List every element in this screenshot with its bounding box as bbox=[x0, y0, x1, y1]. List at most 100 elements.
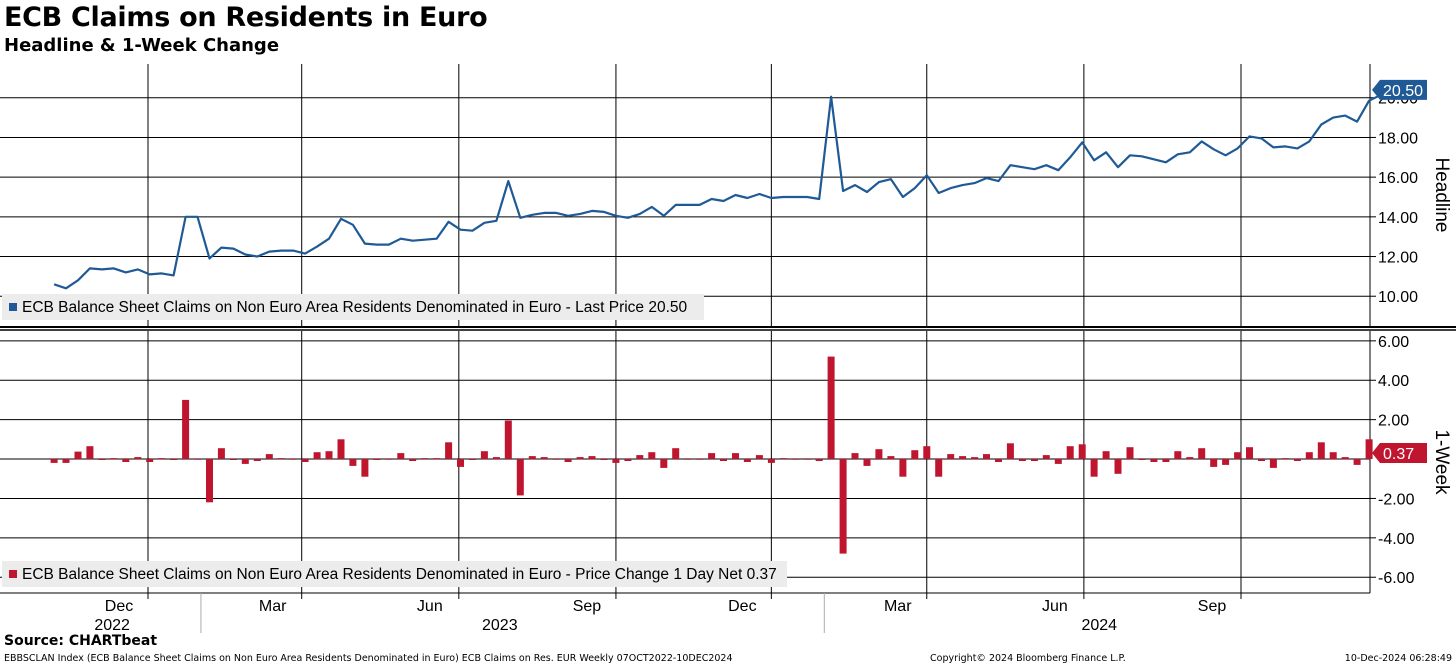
change-bar bbox=[612, 459, 620, 463]
change-bar bbox=[767, 459, 775, 463]
change-bar bbox=[1102, 451, 1110, 460]
change-bar bbox=[983, 454, 990, 459]
change-bar bbox=[361, 459, 369, 477]
change-bar bbox=[1138, 459, 1146, 460]
change-bar bbox=[1365, 439, 1373, 459]
change-bar bbox=[457, 459, 464, 467]
x-axis: Dec Mar Jun Sep Dec Mar Jun Sep 2022 2023 2024 bbox=[0, 592, 1370, 634]
change-bar bbox=[1018, 459, 1026, 461]
x-year-label: 2024 bbox=[1081, 617, 1117, 634]
x-month-label: Dec bbox=[728, 598, 756, 615]
change-bar bbox=[1281, 458, 1289, 460]
change-bar bbox=[277, 458, 285, 460]
change-bar bbox=[50, 459, 58, 463]
change-bar bbox=[708, 453, 716, 459]
change-bar bbox=[552, 459, 560, 460]
change-bar bbox=[923, 446, 931, 459]
change-bar bbox=[122, 459, 130, 462]
change-bar bbox=[684, 459, 692, 460]
change-bar bbox=[289, 459, 297, 460]
change-bar bbox=[110, 458, 118, 460]
change-bar bbox=[1114, 459, 1122, 474]
y-tick-label: -6.00 bbox=[1378, 570, 1415, 587]
change-bar bbox=[1174, 451, 1182, 460]
source-label: Source: CHARTbeat bbox=[4, 633, 158, 649]
change-bar bbox=[313, 452, 321, 460]
change-bar bbox=[1353, 459, 1361, 465]
change-bar bbox=[648, 452, 656, 460]
change-bar bbox=[743, 459, 751, 462]
legend: ECB Balance Sheet Claims on Non Euro Are… bbox=[2, 294, 704, 320]
change-bar bbox=[564, 459, 572, 462]
change-bar bbox=[779, 458, 787, 460]
y-tick-label: -2.00 bbox=[1378, 491, 1415, 508]
change-bar bbox=[1317, 442, 1325, 459]
y-tick-label: 4.00 bbox=[1378, 373, 1409, 390]
change-bar bbox=[576, 457, 584, 460]
change-bar bbox=[720, 459, 727, 461]
y-tick-label: 18.00 bbox=[1378, 130, 1418, 147]
legend-swatch bbox=[9, 570, 17, 578]
x-month-label: Jun bbox=[417, 598, 443, 615]
footer-timestamp: 10-Dec-2024 06:28:49 bbox=[1344, 653, 1452, 664]
change-bar bbox=[504, 420, 512, 459]
y-tick-label: 2.00 bbox=[1378, 413, 1409, 430]
headline-series-line bbox=[53, 86, 1406, 290]
change-bar bbox=[158, 458, 166, 460]
change-bar bbox=[1006, 443, 1014, 460]
change-bar bbox=[301, 459, 309, 462]
change-bar bbox=[947, 454, 955, 459]
change-bar bbox=[1090, 459, 1098, 477]
y-axis-title: 1-Week bbox=[1431, 429, 1452, 495]
change-bar bbox=[600, 459, 608, 460]
change-bar bbox=[732, 453, 739, 459]
change-bar bbox=[217, 448, 225, 459]
change-bar bbox=[349, 459, 357, 466]
change-bar bbox=[755, 455, 763, 459]
change-bar bbox=[385, 459, 393, 460]
change-bar bbox=[1126, 447, 1134, 459]
x-month-label: Sep bbox=[573, 598, 602, 615]
change-bar bbox=[1246, 447, 1253, 459]
change-bar bbox=[815, 459, 823, 461]
change-bar bbox=[74, 451, 82, 460]
change-bar bbox=[516, 459, 524, 496]
last-value-label-box bbox=[1372, 79, 1427, 100]
legend-label: ECB Balance Sheet Claims on Non Euro Are… bbox=[22, 299, 688, 316]
y-tick-label: 12.00 bbox=[1378, 250, 1418, 267]
change-bar bbox=[935, 459, 943, 477]
change-bar bbox=[875, 449, 883, 459]
change-bar bbox=[265, 454, 273, 459]
change-bar bbox=[182, 399, 190, 459]
last-value-label: 20.50 bbox=[1383, 83, 1423, 100]
weekly-change-panel: 6.00 4.00 2.00 -2.00 -4.00 -6.00 0.37 ECB Balan… bbox=[0, 331, 1452, 593]
change-bar bbox=[492, 457, 500, 460]
change-bar bbox=[995, 459, 1002, 462]
change-bar bbox=[397, 453, 405, 459]
change-bar bbox=[62, 459, 70, 463]
change-bar bbox=[1305, 452, 1313, 460]
y-axis-title: Headline bbox=[1431, 158, 1452, 233]
change-bar bbox=[1329, 452, 1337, 460]
change-bar bbox=[696, 459, 704, 460]
change-bar bbox=[1042, 455, 1050, 459]
change-bar bbox=[959, 456, 967, 460]
change-bar bbox=[229, 459, 237, 460]
change-bar bbox=[480, 451, 488, 460]
change-bar bbox=[1269, 459, 1277, 468]
last-change-label-box bbox=[1372, 443, 1427, 464]
change-bar bbox=[1066, 446, 1074, 459]
change-bar bbox=[1234, 452, 1242, 460]
change-bar bbox=[1198, 448, 1206, 459]
change-bar bbox=[469, 459, 476, 460]
change-bar bbox=[660, 459, 668, 468]
legend-label: ECB Balance Sheet Claims on Non Euro Are… bbox=[22, 566, 777, 583]
legend: ECB Balance Sheet Claims on Non Euro Are… bbox=[2, 561, 787, 587]
change-bar bbox=[803, 459, 811, 460]
y-tick-label: 6.00 bbox=[1378, 334, 1409, 351]
change-bar bbox=[887, 456, 895, 460]
chart-title: ECB Claims on Residents in Euro bbox=[4, 2, 488, 33]
y-tick-label: 16.00 bbox=[1378, 170, 1418, 187]
change-bar bbox=[588, 456, 596, 460]
